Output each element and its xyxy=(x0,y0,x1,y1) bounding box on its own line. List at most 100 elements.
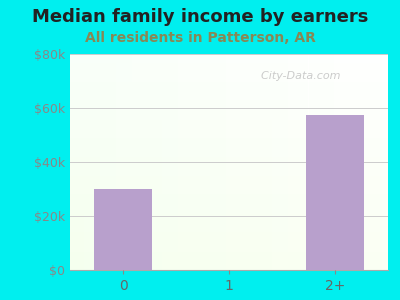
Bar xyxy=(122,54,124,270)
Bar xyxy=(224,54,226,270)
Bar xyxy=(377,54,378,270)
Bar xyxy=(386,54,388,270)
Bar xyxy=(70,167,388,169)
Bar xyxy=(246,54,248,270)
Bar xyxy=(266,54,267,270)
Bar xyxy=(70,149,388,150)
Bar xyxy=(176,54,178,270)
Bar xyxy=(369,54,370,270)
Bar xyxy=(375,54,377,270)
Bar xyxy=(70,56,388,57)
Bar xyxy=(70,108,388,109)
Bar xyxy=(278,54,280,270)
Bar xyxy=(70,130,388,131)
Bar xyxy=(70,151,388,152)
Bar xyxy=(70,125,388,126)
Bar xyxy=(70,132,388,133)
Bar xyxy=(70,61,388,63)
Bar xyxy=(70,64,388,65)
Bar xyxy=(70,107,388,108)
Bar xyxy=(124,54,126,270)
Bar xyxy=(385,54,386,270)
Bar xyxy=(331,54,332,270)
Bar xyxy=(374,54,375,270)
Bar xyxy=(94,54,96,270)
Bar xyxy=(70,86,388,88)
Bar xyxy=(70,121,388,122)
Bar xyxy=(70,260,388,261)
Bar xyxy=(251,54,253,270)
Bar xyxy=(70,175,388,176)
Bar xyxy=(100,54,102,270)
Bar xyxy=(70,103,388,104)
Bar xyxy=(138,54,140,270)
Bar xyxy=(140,54,142,270)
Bar xyxy=(70,120,388,121)
Bar xyxy=(143,54,145,270)
Bar xyxy=(70,192,388,193)
Bar xyxy=(70,267,388,268)
Bar xyxy=(372,54,374,270)
Bar xyxy=(129,54,130,270)
Bar xyxy=(76,54,78,270)
Bar xyxy=(81,54,83,270)
Bar xyxy=(70,219,388,220)
Bar xyxy=(70,263,388,265)
Bar xyxy=(70,189,388,190)
Bar xyxy=(70,259,388,260)
Bar xyxy=(70,196,388,198)
Bar xyxy=(70,257,388,258)
Bar xyxy=(70,111,388,112)
Bar xyxy=(70,162,388,163)
Bar xyxy=(121,54,122,270)
Bar xyxy=(361,54,362,270)
Bar xyxy=(70,261,388,262)
Bar xyxy=(70,233,388,234)
Bar xyxy=(218,54,220,270)
Bar xyxy=(70,95,388,96)
Bar xyxy=(70,209,388,211)
Bar xyxy=(70,185,388,186)
Bar xyxy=(243,54,245,270)
Bar xyxy=(70,159,388,160)
Bar xyxy=(91,54,92,270)
Bar xyxy=(70,79,388,80)
Bar xyxy=(70,98,388,99)
Bar xyxy=(280,54,282,270)
Bar xyxy=(204,54,205,270)
Bar xyxy=(156,54,158,270)
Bar xyxy=(70,269,388,270)
Bar xyxy=(192,54,194,270)
Bar xyxy=(105,54,106,270)
Bar xyxy=(70,160,388,161)
Bar xyxy=(275,54,277,270)
Bar xyxy=(212,54,213,270)
Bar xyxy=(70,128,388,130)
Bar xyxy=(70,93,388,94)
Bar xyxy=(261,54,262,270)
Bar xyxy=(70,84,388,85)
Bar xyxy=(173,54,175,270)
Bar xyxy=(70,205,388,206)
Bar xyxy=(70,236,388,238)
Bar xyxy=(70,211,388,212)
Bar xyxy=(324,54,326,270)
Bar xyxy=(313,54,315,270)
Bar xyxy=(126,54,127,270)
Bar xyxy=(70,220,388,221)
Bar xyxy=(364,54,366,270)
Bar xyxy=(70,63,388,64)
Bar xyxy=(70,239,388,240)
Bar xyxy=(285,54,286,270)
Bar xyxy=(70,112,388,113)
Bar xyxy=(70,207,388,208)
Bar xyxy=(310,54,312,270)
Bar xyxy=(70,169,388,170)
Bar xyxy=(262,54,264,270)
Bar xyxy=(288,54,290,270)
Bar xyxy=(70,88,388,90)
Bar xyxy=(70,90,388,91)
Bar xyxy=(339,54,340,270)
Bar xyxy=(320,54,321,270)
Bar xyxy=(347,54,348,270)
